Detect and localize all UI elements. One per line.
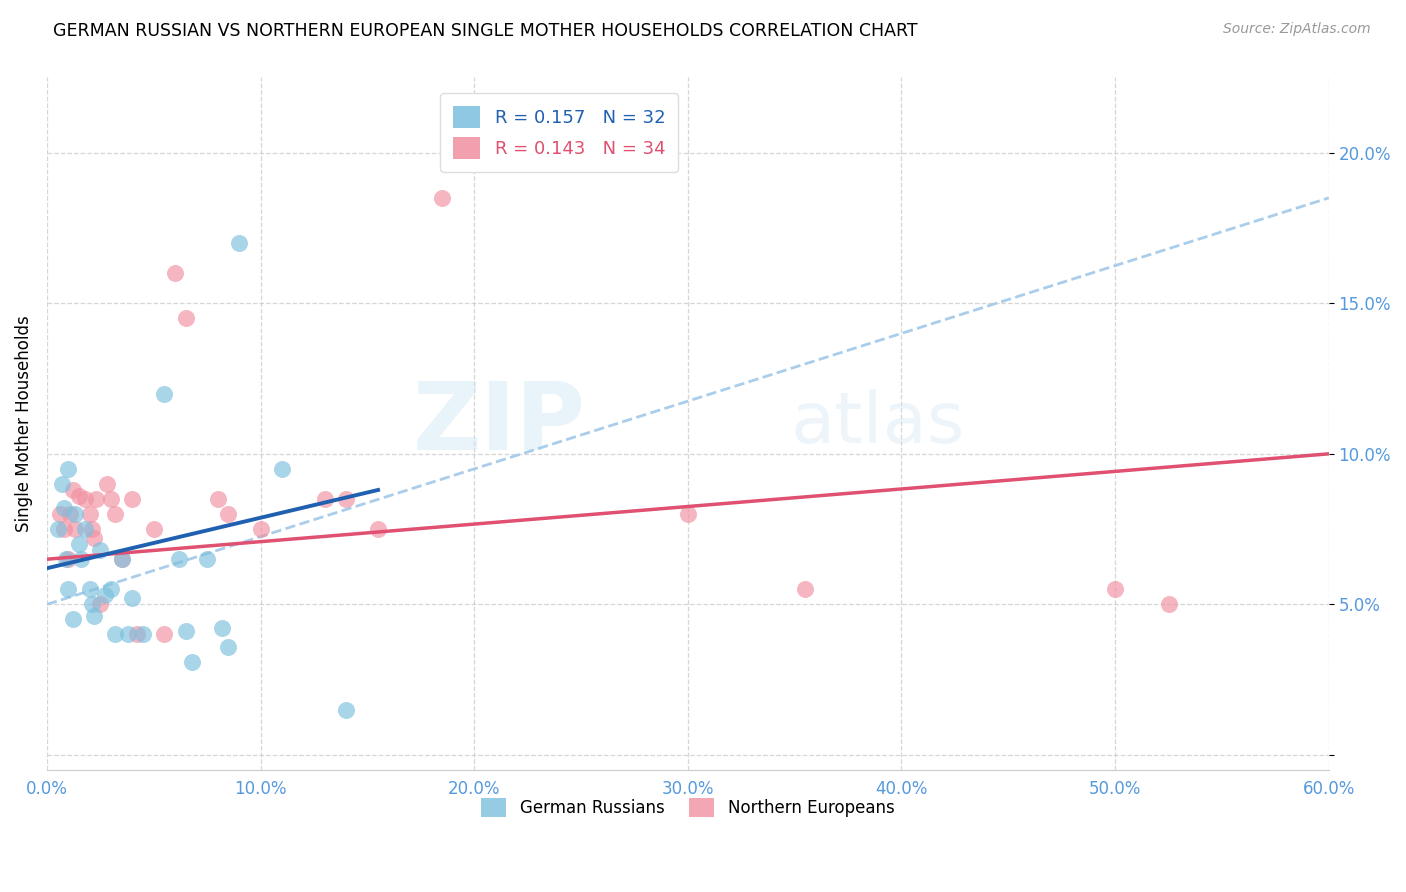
Point	[58, 582, 80, 597]
Point	[63, 522, 86, 536]
Point	[58, 462, 80, 476]
Point	[430, 191, 453, 205]
Point	[51, 477, 73, 491]
Point	[174, 624, 197, 639]
Point	[121, 591, 143, 606]
Point	[794, 582, 817, 597]
Point	[676, 507, 699, 521]
Point	[62, 612, 84, 626]
Point	[75, 491, 97, 506]
Point	[67, 489, 90, 503]
Point	[111, 552, 134, 566]
Point	[67, 537, 90, 551]
Point	[211, 622, 233, 636]
Point	[80, 522, 103, 536]
Point	[63, 507, 86, 521]
Point	[79, 582, 101, 597]
Text: atlas: atlas	[790, 389, 965, 458]
Point	[111, 552, 134, 566]
Point	[174, 311, 197, 326]
Point	[165, 266, 187, 280]
Point	[249, 522, 271, 536]
Point	[335, 491, 357, 506]
Legend: German Russians, Northern Europeans: German Russians, Northern Europeans	[475, 791, 901, 824]
Point	[83, 531, 105, 545]
Point	[93, 588, 115, 602]
Point	[207, 491, 229, 506]
Point	[104, 507, 127, 521]
Point	[270, 462, 292, 476]
Point	[142, 522, 165, 536]
Point	[367, 522, 389, 536]
Point	[100, 491, 122, 506]
Point	[46, 522, 69, 536]
Point	[169, 552, 191, 566]
Point	[132, 627, 155, 641]
Text: ZIP: ZIP	[412, 377, 585, 470]
Point	[218, 507, 240, 521]
Point	[1157, 598, 1180, 612]
Point	[335, 703, 357, 717]
Point	[100, 582, 122, 597]
Point	[218, 640, 240, 654]
Point	[104, 627, 127, 641]
Point	[58, 552, 80, 566]
Point	[153, 627, 176, 641]
Point	[84, 491, 107, 506]
Point	[59, 507, 82, 521]
Point	[153, 386, 176, 401]
Y-axis label: Single Mother Households: Single Mother Households	[15, 316, 32, 533]
Point	[125, 627, 148, 641]
Point	[55, 552, 77, 566]
Point	[70, 552, 93, 566]
Point	[96, 477, 118, 491]
Point	[48, 507, 70, 521]
Point	[79, 507, 101, 521]
Point	[75, 522, 97, 536]
Point	[195, 552, 218, 566]
Point	[1104, 582, 1126, 597]
Point	[89, 598, 111, 612]
Point	[314, 491, 336, 506]
Point	[83, 609, 105, 624]
Point	[181, 655, 204, 669]
Point	[53, 501, 76, 516]
Point	[53, 522, 76, 536]
Text: Source: ZipAtlas.com: Source: ZipAtlas.com	[1223, 22, 1371, 37]
Point	[62, 483, 84, 497]
Point	[121, 491, 143, 506]
Point	[228, 235, 250, 250]
Point	[117, 627, 139, 641]
Point	[80, 598, 103, 612]
Text: GERMAN RUSSIAN VS NORTHERN EUROPEAN SINGLE MOTHER HOUSEHOLDS CORRELATION CHART: GERMAN RUSSIAN VS NORTHERN EUROPEAN SING…	[53, 22, 918, 40]
Point	[89, 543, 111, 558]
